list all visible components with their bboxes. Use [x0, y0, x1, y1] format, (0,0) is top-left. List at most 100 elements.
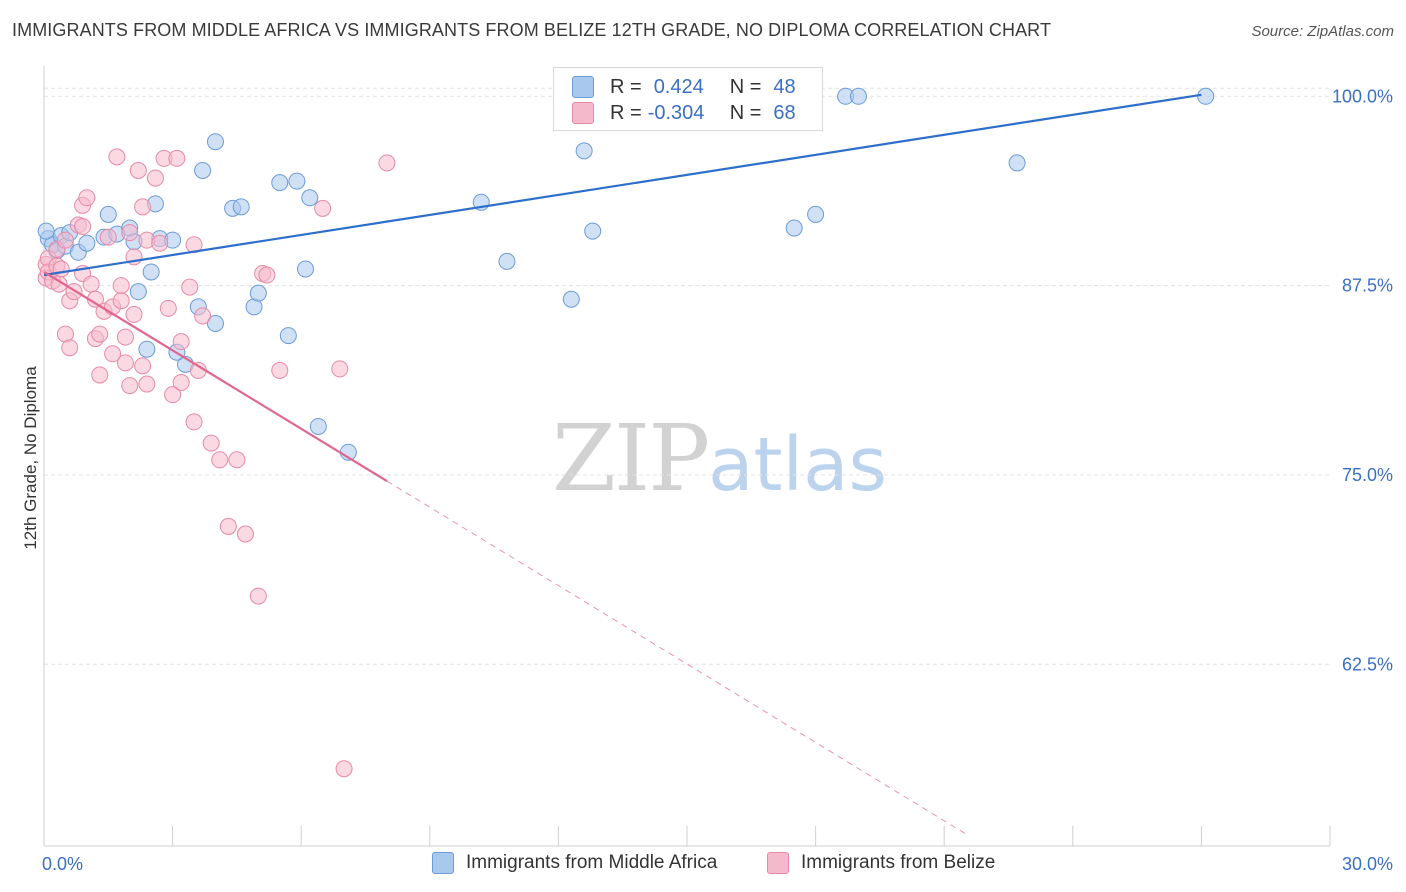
point-belize	[172, 333, 190, 351]
point-middle-africa	[78, 234, 96, 252]
point-belize	[185, 413, 203, 431]
legend-r-value: -0.304	[647, 101, 705, 124]
legend-n-label: N =	[729, 101, 762, 124]
point-belize	[219, 517, 237, 535]
point-middle-africa	[785, 219, 803, 237]
tick-labels: 100.0% 87.5% 75.0% 62.5% 0.0% 30.0%	[42, 86, 1393, 874]
trend-line-belize	[43, 271, 388, 482]
correlation-legend: R = 0.424 N = 48 R = -0.304 N = 68	[553, 67, 823, 131]
point-middle-africa	[206, 314, 224, 332]
point-middle-africa	[129, 283, 147, 301]
watermark: ZIPatlas	[552, 405, 887, 512]
y-tick-label: 87.5%	[1342, 276, 1393, 296]
y-axis-label: 12th Grade, No Diploma	[21, 366, 40, 550]
point-middle-africa	[584, 222, 602, 240]
legend-n-label: N =	[729, 75, 762, 98]
point-belize	[125, 305, 143, 323]
legend-row-middle-africa: R = 0.424 N = 48	[572, 74, 796, 100]
point-middle-africa	[232, 198, 250, 216]
point-middle-africa	[138, 340, 156, 358]
point-belize	[61, 339, 79, 357]
point-belize	[56, 231, 74, 249]
point-belize	[116, 328, 134, 346]
chart-title: IMMIGRANTS FROM MIDDLE AFRICA VS IMMIGRA…	[12, 20, 1052, 40]
point-belize	[129, 162, 147, 180]
legend-n-value: 48	[773, 75, 796, 98]
point-middle-africa	[498, 252, 516, 270]
point-belize	[228, 451, 246, 469]
legend-swatch-blue	[572, 76, 594, 98]
point-belize	[121, 224, 139, 242]
point-belize	[331, 360, 349, 378]
point-belize	[112, 292, 130, 310]
point-middle-africa	[1197, 87, 1215, 105]
watermark-atlas: atlas	[708, 422, 887, 508]
point-middle-africa	[575, 142, 593, 160]
point-belize	[236, 525, 254, 543]
point-middle-africa	[142, 263, 160, 281]
point-middle-africa	[288, 172, 306, 190]
point-middle-africa	[271, 174, 289, 192]
x-tick-label: 0.0%	[42, 854, 83, 874]
point-belize	[78, 189, 96, 207]
series-legend: Immigrants from Middle Africa Immigrants…	[0, 852, 1406, 878]
point-middle-africa	[849, 87, 867, 105]
point-belize	[202, 434, 220, 452]
trend-line-middle-africa	[43, 93, 1202, 277]
point-belize	[91, 366, 109, 384]
point-belize	[134, 198, 152, 216]
point-belize	[249, 587, 267, 605]
point-belize	[258, 266, 276, 284]
point-belize	[112, 277, 130, 295]
series-label: Immigrants from Middle Africa	[466, 852, 718, 873]
series-legend-item-middle-africa: Immigrants from Middle Africa	[432, 852, 717, 874]
point-belize	[271, 361, 289, 379]
point-belize	[151, 234, 169, 252]
source-credit: Source: ZipAtlas.com	[1251, 23, 1394, 40]
point-belize	[138, 375, 156, 393]
x-tick-label: 30.0%	[1342, 854, 1393, 874]
point-belize	[91, 325, 109, 343]
point-belize	[168, 149, 186, 167]
point-belize	[146, 169, 164, 187]
legend-swatch-pink	[572, 102, 594, 124]
point-belize	[211, 451, 229, 469]
point-belize	[108, 148, 126, 166]
trend-line-belize-projection	[386, 480, 966, 835]
point-belize	[335, 760, 353, 778]
point-middle-africa	[99, 205, 117, 223]
point-belize	[134, 357, 152, 375]
y-tick-label: 62.5%	[1342, 654, 1393, 674]
point-middle-africa	[296, 260, 314, 278]
point-belize	[172, 374, 190, 392]
data-points	[37, 87, 1215, 778]
series-swatch-blue	[432, 852, 454, 874]
point-belize	[314, 199, 332, 217]
series-swatch-pink	[767, 852, 789, 874]
series-legend-item-belize: Immigrants from Belize	[767, 852, 995, 874]
point-middle-africa	[1008, 154, 1026, 172]
point-belize	[116, 354, 134, 372]
series-label: Immigrants from Belize	[801, 852, 996, 873]
point-middle-africa	[279, 327, 297, 345]
legend-r-label: R =	[610, 75, 642, 98]
legend-r-label: R =	[610, 101, 642, 124]
point-middle-africa	[562, 290, 580, 308]
legend-row-belize: R = -0.304 N = 68	[572, 100, 796, 126]
trend-lines	[43, 93, 1202, 835]
point-middle-africa	[206, 133, 224, 151]
point-middle-africa	[309, 417, 327, 435]
point-belize	[104, 345, 122, 363]
y-tick-label: 100.0%	[1332, 86, 1393, 106]
point-belize	[121, 377, 139, 395]
point-belize	[159, 299, 177, 317]
point-middle-africa	[249, 284, 267, 302]
watermark-zip: ZIP	[552, 405, 710, 512]
axes	[43, 66, 1331, 847]
point-belize	[82, 275, 100, 293]
point-middle-africa	[194, 162, 212, 180]
point-belize	[181, 278, 199, 296]
point-middle-africa	[807, 205, 825, 223]
point-belize	[74, 218, 92, 236]
point-belize	[378, 154, 396, 172]
